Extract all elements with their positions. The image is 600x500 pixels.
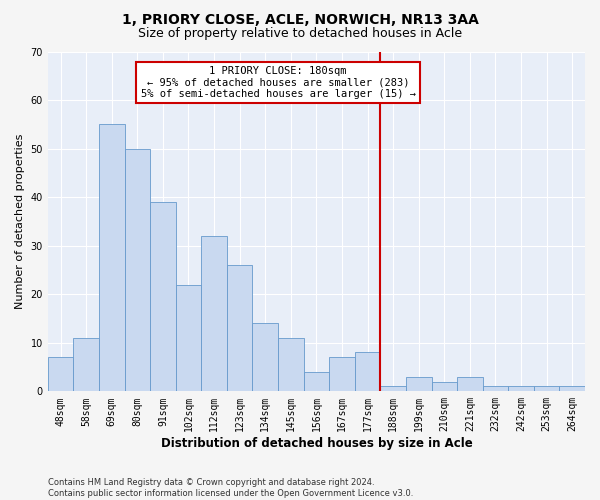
- Bar: [253, 324, 278, 392]
- Bar: [508, 386, 534, 392]
- Bar: [380, 386, 406, 392]
- Bar: [150, 202, 176, 392]
- Bar: [201, 236, 227, 392]
- Bar: [278, 338, 304, 392]
- Bar: [125, 148, 150, 392]
- Text: 1 PRIORY CLOSE: 180sqm
← 95% of detached houses are smaller (283)
5% of semi-det: 1 PRIORY CLOSE: 180sqm ← 95% of detached…: [140, 66, 416, 100]
- Text: Size of property relative to detached houses in Acle: Size of property relative to detached ho…: [138, 28, 462, 40]
- Bar: [406, 377, 431, 392]
- Bar: [48, 358, 73, 392]
- Text: Contains HM Land Registry data © Crown copyright and database right 2024.
Contai: Contains HM Land Registry data © Crown c…: [48, 478, 413, 498]
- Y-axis label: Number of detached properties: Number of detached properties: [15, 134, 25, 309]
- Bar: [482, 386, 508, 392]
- Bar: [99, 124, 125, 392]
- Bar: [534, 386, 559, 392]
- Bar: [559, 386, 585, 392]
- Bar: [431, 382, 457, 392]
- Text: 1, PRIORY CLOSE, ACLE, NORWICH, NR13 3AA: 1, PRIORY CLOSE, ACLE, NORWICH, NR13 3AA: [122, 12, 478, 26]
- Bar: [329, 358, 355, 392]
- Bar: [227, 265, 253, 392]
- Bar: [355, 352, 380, 392]
- Bar: [73, 338, 99, 392]
- Bar: [457, 377, 482, 392]
- Bar: [176, 284, 201, 392]
- X-axis label: Distribution of detached houses by size in Acle: Distribution of detached houses by size …: [161, 437, 472, 450]
- Bar: [304, 372, 329, 392]
